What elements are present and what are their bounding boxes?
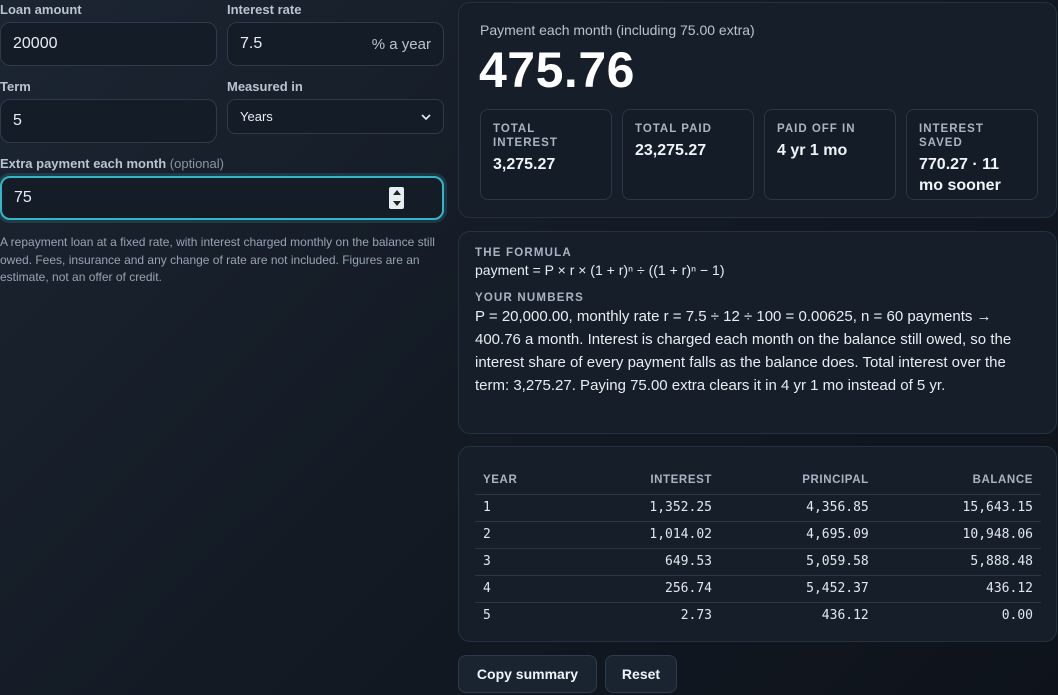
measured-in-value: Years [240, 109, 273, 124]
cell-principal: 4,695.09 [720, 521, 877, 549]
cell-principal: 436.12 [821, 608, 869, 624]
formula-panel: THE FORMULA payment = P × r × (1 + r)ⁿ ÷… [458, 231, 1057, 434]
stepper-up-icon[interactable] [392, 190, 401, 195]
payment-summary-panel: Payment each month (including 75.00 extr… [458, 2, 1057, 218]
cell-year: 1 [475, 494, 571, 522]
extra-payment-value: 75 [14, 189, 32, 206]
cell-interest: 1,352.25 [570, 494, 720, 522]
cell-principal: 5,452.37 [720, 575, 877, 603]
table-row: 5 2.73 436.12 0.00 [475, 602, 1041, 629]
cell-balance: 436.12 [876, 575, 1041, 603]
term-label: Term [0, 79, 31, 94]
cell-interest: 256.74 [570, 575, 720, 603]
amortization-table: YEAR INTEREST PRINCIPAL BALANCE 1 1,352.… [475, 467, 1041, 629]
cell-year: 3 [475, 548, 571, 576]
col-balance-header: BALANCE [876, 467, 1041, 495]
payment-caption: Payment each month (including 75.00 extr… [480, 22, 755, 38]
chevron-down-icon [421, 113, 431, 120]
measured-in-select[interactable]: Years [227, 99, 444, 134]
col-principal-header: PRINCIPAL [720, 467, 877, 495]
extra-payment-input[interactable]: 75 [0, 176, 444, 220]
card-value: 23,275.27 [635, 142, 707, 159]
card-key: INTEREST SAVED [919, 123, 984, 149]
loan-amount-input[interactable]: 20000 [0, 22, 217, 66]
extra-payment-label: Extra payment each month (optional) [0, 156, 224, 171]
interest-rate-input[interactable]: 7.5 % a year [227, 22, 444, 66]
stepper-down-icon[interactable] [392, 201, 401, 206]
formula-heading: THE FORMULA [475, 247, 572, 259]
your-numbers-text: P = 20,000.00, monthly rate r = 7.5 ÷ 12… [475, 308, 1012, 394]
optional-hint: (optional) [169, 156, 224, 171]
cell-interest: 2.73 [680, 608, 712, 624]
reset-button[interactable]: Reset [605, 655, 677, 693]
cell-interest: 649.53 [570, 548, 720, 576]
number-stepper[interactable] [389, 187, 404, 209]
paid-off-card: PAID OFF IN 4 yr 1 mo [764, 109, 896, 200]
total-paid-card: TOTAL PAID 23,275.27 [622, 109, 754, 200]
col-interest-header: INTEREST [570, 467, 720, 495]
interest-rate-suffix: % a year [371, 35, 431, 53]
card-key: TOTAL PAID [635, 123, 712, 135]
measured-in-label: Measured in [227, 79, 303, 94]
formula-text: payment = P × r × (1 + r)ⁿ ÷ ((1 + r)ⁿ −… [475, 262, 725, 278]
monthly-payment-value: 475.76 [479, 42, 635, 98]
card-value: 770.27 · 11 mo sooner [919, 156, 1001, 194]
cell-year: 4 [475, 575, 571, 603]
term-value: 5 [13, 112, 22, 129]
card-value: 3,275.27 [493, 156, 556, 173]
cell-balance: 0.00 [1001, 608, 1033, 624]
extra-payment-label-text: Extra payment each month [0, 156, 167, 171]
table-row: 3 649.53 5,059.58 5,888.48 [475, 548, 1041, 576]
card-key: PAID OFF IN [777, 123, 856, 135]
col-year-header: YEAR [475, 467, 571, 495]
cell-principal: 4,356.85 [720, 494, 877, 522]
total-interest-card: TOTAL INTEREST 3,275.27 [480, 109, 612, 200]
cell-year: 5 [483, 608, 491, 624]
table-row: 4 256.74 5,452.37 436.12 [475, 575, 1041, 603]
table-row: 1 1,352.25 4,356.85 15,643.15 [475, 494, 1041, 522]
cell-balance: 10,948.06 [876, 521, 1041, 549]
schedule-panel: YEAR INTEREST PRINCIPAL BALANCE 1 1,352.… [458, 446, 1057, 642]
copy-summary-button[interactable]: Copy summary [458, 655, 597, 693]
cell-balance: 15,643.15 [876, 494, 1041, 522]
cell-principal: 5,059.58 [720, 548, 877, 576]
loan-amount-value: 20000 [13, 35, 58, 52]
your-numbers-heading: YOUR NUMBERS [475, 292, 584, 304]
table-header-row: YEAR INTEREST PRINCIPAL BALANCE [475, 467, 1041, 495]
cell-interest: 1,014.02 [570, 521, 720, 549]
loan-amount-label: Loan amount [0, 2, 82, 17]
interest-rate-value: 7.5 [240, 35, 263, 52]
card-key: TOTAL INTEREST [493, 123, 558, 149]
interest-rate-label: Interest rate [227, 2, 302, 17]
card-value: 4 yr 1 mo [777, 142, 848, 159]
cell-balance: 5,888.48 [876, 548, 1041, 576]
interest-saved-card: INTEREST SAVED 770.27 · 11 mo sooner [906, 109, 1038, 200]
disclaimer-note: A repayment loan at a fixed rate, with i… [0, 235, 435, 284]
table-row: 2 1,014.02 4,695.09 10,948.06 [475, 521, 1041, 549]
cell-year: 2 [475, 521, 571, 549]
term-input[interactable]: 5 [0, 99, 217, 143]
